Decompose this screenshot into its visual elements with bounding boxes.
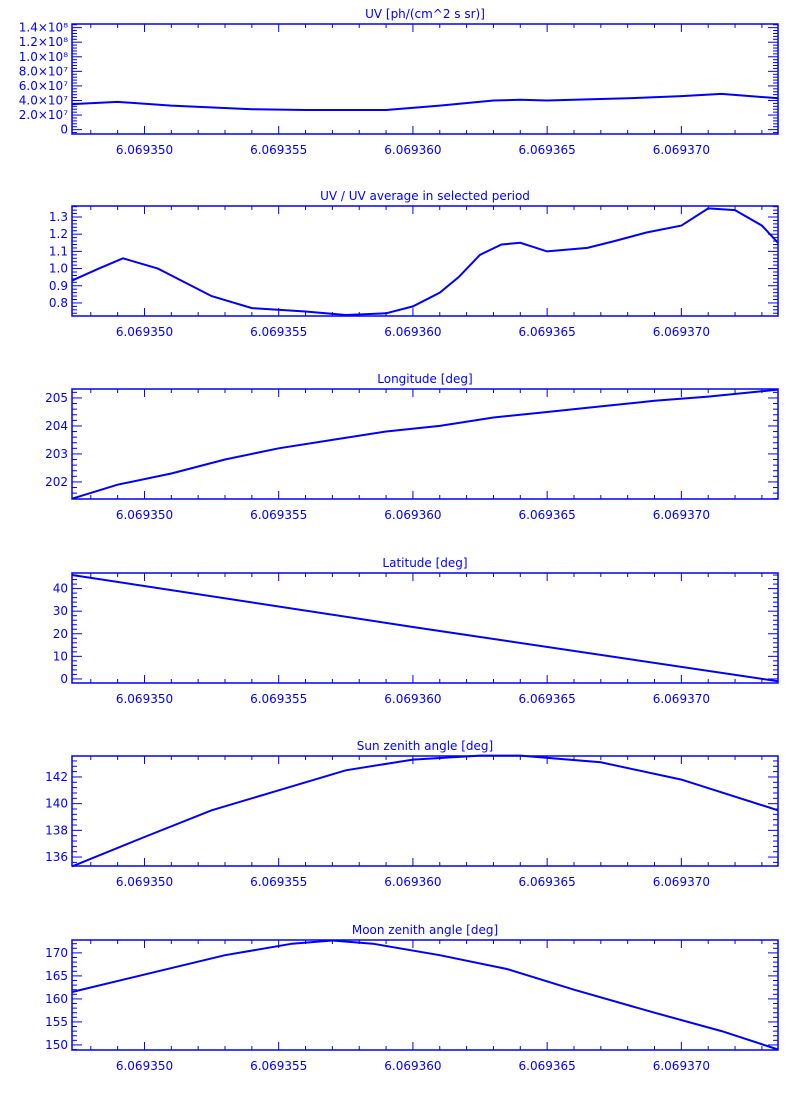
x-tick-label: 6.069370 [653,143,710,157]
plot-frame [71,939,779,1051]
y-tick-label: 10 [53,649,68,663]
y-tick-label: 40 [53,582,68,596]
y-tick-label: 202 [45,475,68,489]
x-tick-label: 6.069350 [116,508,173,522]
x-tick-label: 6.069365 [519,508,576,522]
y-tick-label: 0.9 [49,279,68,293]
y-tick-label: 6.0×10⁷ [19,79,68,93]
y-tick-label: 1.2 [49,227,68,241]
panel-title: UV / UV average in selected period [320,189,530,203]
y-tick-label: 1.3 [49,210,68,224]
y-tick-label: 160 [45,992,68,1006]
x-tick-label: 6.069350 [116,1059,173,1073]
y-tick-label: 30 [53,604,68,618]
data-line [71,92,779,111]
x-tick-label: 6.069360 [384,692,441,706]
x-tick-label: 6.069365 [519,692,576,706]
y-tick-label: 0 [60,123,68,137]
y-tick-label: 136 [45,850,68,864]
x-tick-label: 6.069365 [519,143,576,157]
x-tick-label: 6.069360 [384,508,441,522]
x-tick-label: 6.069365 [519,1059,576,1073]
panel-5: Sun zenith angle [deg] 6.069350 6.069355 6.… [45,739,779,889]
data-line [71,207,779,317]
y-tick-label: 1.1 [49,244,68,258]
y-tick-label: 203 [45,447,68,461]
y-tick-label: 2.0×10⁷ [19,108,68,122]
y-tick-label: 155 [45,1015,68,1029]
x-tick-label: 6.069360 [384,875,441,889]
x-tick-label: 6.069350 [116,325,173,339]
y-tick-label: 205 [45,391,68,405]
plot-frame [71,205,779,317]
x-tick-label: 6.069370 [653,1059,710,1073]
x-tick-label: 6.069350 [116,143,173,157]
y-tick-label: 138 [45,823,68,837]
x-tick-label: 6.069360 [384,143,441,157]
x-tick-label: 6.069360 [384,1059,441,1073]
y-tick-label: 204 [45,419,68,433]
x-tick-label: 6.069355 [250,508,307,522]
x-tick-label: 6.069370 [653,325,710,339]
panel-6: Moon zenith angle [deg] 6.069350 6.069355 6… [45,923,779,1073]
x-tick-label: 6.069355 [250,143,307,157]
data-line [71,574,779,683]
x-tick-label: 6.069355 [250,1059,307,1073]
x-tick-label: 6.069350 [116,875,173,889]
data-line [71,388,779,500]
data-line [71,754,779,868]
y-tick-label: 165 [45,969,68,983]
plot-frame [71,755,779,867]
x-tick-label: 6.069350 [116,692,173,706]
data-line [71,939,779,1051]
y-tick-label: 20 [53,627,68,641]
x-tick-label: 6.069360 [384,325,441,339]
panel-title: Sun zenith angle [deg] [357,739,493,753]
y-tick-label: 150 [45,1038,68,1052]
plot-frame [71,23,779,135]
plot-frame [71,572,779,684]
x-tick-label: 6.069355 [250,692,307,706]
panel-1: UV [ph/(cm^2 s sr)] 6.069350 6.069355 6.069… [19,7,779,157]
x-tick-label: 6.069370 [653,875,710,889]
x-tick-label: 6.069370 [653,508,710,522]
panel-4: Latitude [deg] 6.069350 6.069355 6.069360 6.… [53,556,779,706]
panel-3: Longitude [deg] 6.069350 6.069355 6.069360 6… [45,372,779,522]
panel-title: Longitude [deg] [377,372,472,386]
y-tick-label: 8.0×10⁷ [19,64,68,78]
panel-title: UV [ph/(cm^2 s sr)] [365,7,485,21]
x-tick-label: 6.069370 [653,692,710,706]
panel-title: Latitude [deg] [382,556,467,570]
panel-title: Moon zenith angle [deg] [352,923,498,937]
x-tick-label: 6.069355 [250,325,307,339]
y-tick-label: 4.0×10⁷ [19,93,68,107]
x-tick-label: 6.069365 [519,875,576,889]
y-tick-label: 142 [45,770,68,784]
y-tick-label: 140 [45,797,68,811]
y-tick-label: 170 [45,946,68,960]
y-tick-label: 1.2×10⁸ [19,35,68,49]
y-tick-label: 1.4×10⁸ [19,21,68,35]
panel-2: UV / UV average in selected period 6.0693… [49,189,779,339]
y-tick-label: 0.8 [49,296,68,310]
y-tick-label: 1.0 [49,262,68,276]
plot-frame [71,388,779,500]
y-tick-label: 1.0×10⁸ [19,50,68,64]
x-tick-label: 6.069355 [250,875,307,889]
x-tick-label: 6.069365 [519,325,576,339]
y-tick-label: 0 [60,672,68,686]
